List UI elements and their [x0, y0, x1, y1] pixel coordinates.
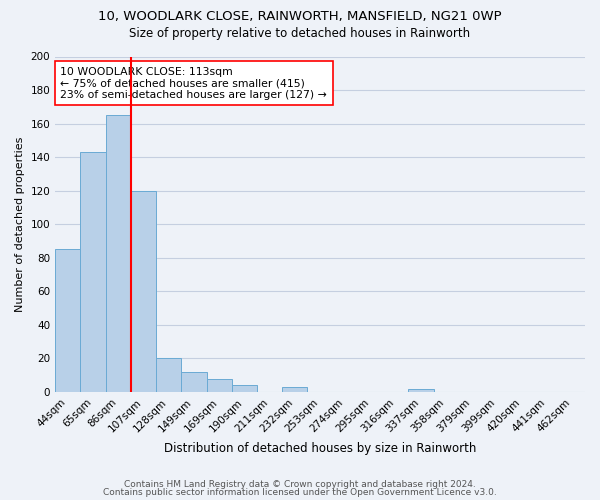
Y-axis label: Number of detached properties: Number of detached properties: [15, 136, 25, 312]
Bar: [80, 152, 106, 392]
Text: 10, WOODLARK CLOSE, RAINWORTH, MANSFIELD, NG21 0WP: 10, WOODLARK CLOSE, RAINWORTH, MANSFIELD…: [98, 10, 502, 23]
Text: Contains HM Land Registry data © Crown copyright and database right 2024.: Contains HM Land Registry data © Crown c…: [124, 480, 476, 489]
Bar: [282, 387, 307, 392]
Bar: [106, 115, 131, 392]
Bar: [409, 388, 434, 392]
Bar: [232, 385, 257, 392]
Text: Size of property relative to detached houses in Rainworth: Size of property relative to detached ho…: [130, 28, 470, 40]
Bar: [131, 190, 156, 392]
Bar: [55, 250, 80, 392]
Text: 10 WOODLARK CLOSE: 113sqm
← 75% of detached houses are smaller (415)
23% of semi: 10 WOODLARK CLOSE: 113sqm ← 75% of detac…: [61, 66, 327, 100]
Bar: [156, 358, 181, 392]
Text: Contains public sector information licensed under the Open Government Licence v3: Contains public sector information licen…: [103, 488, 497, 497]
X-axis label: Distribution of detached houses by size in Rainworth: Distribution of detached houses by size …: [164, 442, 476, 455]
Bar: [206, 378, 232, 392]
Bar: [181, 372, 206, 392]
